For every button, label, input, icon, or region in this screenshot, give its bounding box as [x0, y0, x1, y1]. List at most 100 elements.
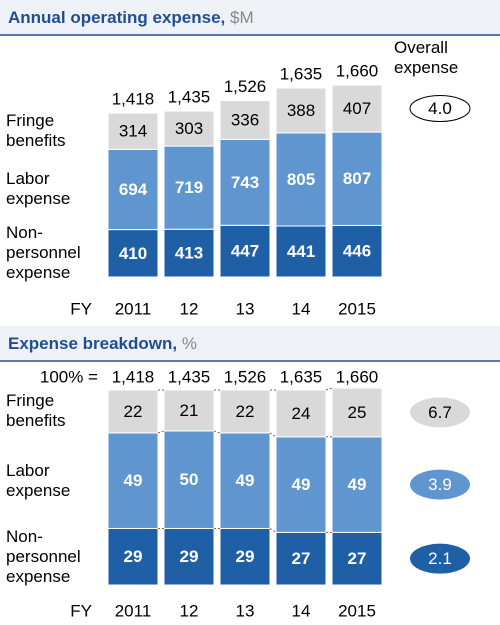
x-tick-label: 2011: [115, 601, 152, 620]
x-tick-label: 12: [180, 299, 199, 318]
total-label: 1,418: [112, 89, 155, 108]
connector: [213, 430, 221, 434]
value-label: 22: [236, 402, 255, 421]
x-tick-label: 14: [292, 299, 311, 318]
side-value: 3.9: [428, 475, 452, 494]
value-label: 388: [287, 101, 315, 120]
total-label: 1,635: [280, 367, 323, 386]
title-unit: $M: [230, 8, 254, 27]
connector: [269, 528, 277, 533]
side-value: 2.1: [428, 549, 452, 568]
value-label: 441: [287, 242, 315, 261]
title-unit: %: [182, 334, 197, 353]
bar-segment: [163, 527, 215, 586]
series-label: Labor expense: [6, 460, 71, 500]
bar-segment: [107, 432, 159, 529]
series-label: Fringe benefits: [6, 111, 66, 151]
bar-segment: [275, 389, 327, 438]
bar-segment: [275, 132, 327, 227]
side-oval: [410, 469, 470, 500]
connector: [325, 387, 333, 391]
x-axis-label: FY: [70, 299, 92, 318]
bar-segment: [107, 389, 159, 434]
bar-segment: [219, 138, 271, 226]
x-axis-label: FY: [70, 601, 92, 620]
series-label: Non-personnel expense: [6, 223, 81, 283]
total-label: 1,526: [224, 367, 267, 386]
value-label: 743: [231, 173, 259, 192]
bar-segment: [331, 131, 383, 226]
value-label: 805: [287, 170, 315, 189]
bar-segment: [163, 430, 215, 529]
value-label: 410: [119, 244, 147, 263]
bar-segment: [275, 436, 327, 533]
value-label: 24: [292, 404, 311, 423]
bar-segment: [275, 87, 327, 134]
value-label: 694: [119, 180, 148, 199]
title-text: Annual operating expense,: [8, 8, 225, 27]
side-header: Overall expense: [394, 38, 459, 77]
x-tick-label: 12: [180, 601, 199, 620]
series-label: Fringe benefits: [6, 391, 66, 431]
bar-segment: [331, 387, 383, 438]
x-tick-label: 13: [236, 601, 255, 620]
value-label: 303: [175, 119, 203, 138]
chart-title: Annual operating expense, $M: [8, 8, 254, 27]
value-label: 29: [124, 547, 143, 566]
bar-segment: [331, 436, 383, 533]
side-value: 6.7: [428, 403, 452, 422]
side-oval: [410, 397, 470, 428]
value-label: 719: [175, 178, 203, 197]
value-label: 407: [343, 99, 371, 118]
value-label: 21: [180, 401, 199, 420]
bar-segment: [163, 228, 215, 278]
value-label: 29: [236, 547, 255, 566]
value-label: 27: [348, 549, 367, 568]
connector: [157, 430, 165, 434]
x-tick-label: 13: [236, 299, 255, 318]
value-label: 49: [348, 475, 367, 494]
side-oval: [409, 95, 471, 123]
total-label: 1,418: [112, 367, 155, 386]
side-value: 4.0: [428, 99, 452, 118]
value-label: 314: [119, 122, 147, 141]
total-label: 1,660: [336, 367, 379, 386]
bar-segment: [163, 145, 215, 230]
x-tick-label: 2015: [338, 299, 376, 318]
value-label: 27: [292, 549, 311, 568]
value-label: 49: [292, 475, 311, 494]
bar-segment: [219, 100, 271, 140]
value-label: 25: [348, 403, 367, 422]
side-oval: [410, 543, 470, 574]
bar-segment: [219, 224, 271, 278]
value-label: 22: [124, 402, 143, 421]
value-label: 446: [343, 242, 371, 261]
bar-segment: [331, 224, 383, 278]
value-label: 49: [124, 471, 143, 490]
header-band: [0, 326, 500, 360]
bar-segment: [107, 112, 159, 150]
value-label: 447: [231, 242, 259, 261]
x-tick-label: 14: [292, 601, 311, 620]
total-label: 1,635: [280, 65, 323, 84]
value-label: 29: [180, 547, 199, 566]
series-label: Non-personnel expense: [6, 526, 81, 586]
bar-segment: [107, 148, 159, 231]
header-band: [0, 0, 500, 34]
x-tick-label: 2015: [338, 601, 376, 620]
series-label: Labor expense: [6, 169, 71, 209]
connector: [269, 432, 277, 438]
value-label: 336: [231, 110, 259, 129]
total-label: 1,435: [168, 367, 211, 386]
chart-title: Expense breakdown, %: [8, 334, 197, 353]
total-label: 1,660: [336, 62, 379, 81]
bar-segment: [331, 84, 383, 133]
bar-segment: [163, 110, 215, 147]
bar-segment: [275, 225, 327, 278]
value-label: 50: [180, 470, 199, 489]
title-text: Expense breakdown,: [8, 334, 177, 353]
x-tick-label: 2011: [115, 299, 152, 318]
bar-segment: [219, 389, 271, 434]
